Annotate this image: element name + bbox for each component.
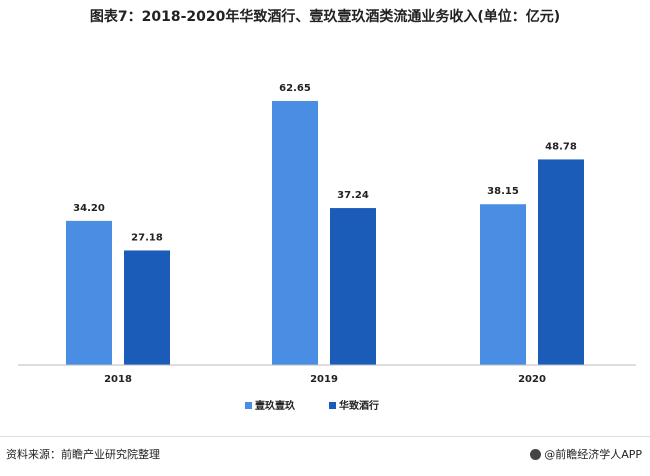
legend-label-0: 壹玖壹玖 bbox=[255, 399, 296, 412]
bar-2018-1 bbox=[124, 250, 170, 365]
bar-2020-0 bbox=[480, 204, 526, 365]
brand-credit: @前瞻经济学人APP bbox=[530, 446, 642, 462]
value-label-2018-1: 27.18 bbox=[131, 232, 163, 243]
source-note: 资料来源：前瞻产业研究院整理 bbox=[6, 448, 160, 461]
brand-logo-icon bbox=[530, 448, 542, 460]
bar-group bbox=[66, 100, 584, 365]
x-tick-label-2019: 2019 bbox=[310, 374, 338, 385]
value-label-2019-1: 37.24 bbox=[337, 190, 369, 201]
brand-credit-text: @前瞻经济学人APP bbox=[544, 448, 642, 461]
legend-swatch-1 bbox=[329, 402, 336, 409]
bar-2019-1 bbox=[330, 208, 376, 365]
value-label-2018-0: 34.20 bbox=[73, 203, 105, 214]
bar-2020-1 bbox=[538, 159, 584, 365]
x-tick-label-2018: 2018 bbox=[104, 374, 132, 385]
value-label-2020-0: 38.15 bbox=[487, 186, 519, 197]
x-tick-group: 2018 2019 2020 bbox=[104, 374, 546, 385]
legend-label-1: 华致酒行 bbox=[339, 399, 379, 412]
value-label-2019-0: 62.65 bbox=[279, 83, 311, 94]
value-label-2020-1: 48.78 bbox=[545, 141, 577, 152]
chart-title: 图表7：2018-2020年华致酒行、壹玖壹玖酒类流通业务收入(单位：亿元) bbox=[89, 9, 561, 25]
value-label-group: 34.20 27.18 62.65 37.24 38.15 48.78 bbox=[73, 83, 577, 243]
bar-2018-0 bbox=[66, 220, 112, 365]
bar-2019-0 bbox=[272, 100, 318, 365]
legend-swatch-0 bbox=[245, 402, 252, 409]
legend: 壹玖壹玖 华致酒行 bbox=[245, 399, 379, 412]
x-tick-label-2020: 2020 bbox=[518, 374, 546, 385]
footer-divider bbox=[0, 436, 650, 437]
